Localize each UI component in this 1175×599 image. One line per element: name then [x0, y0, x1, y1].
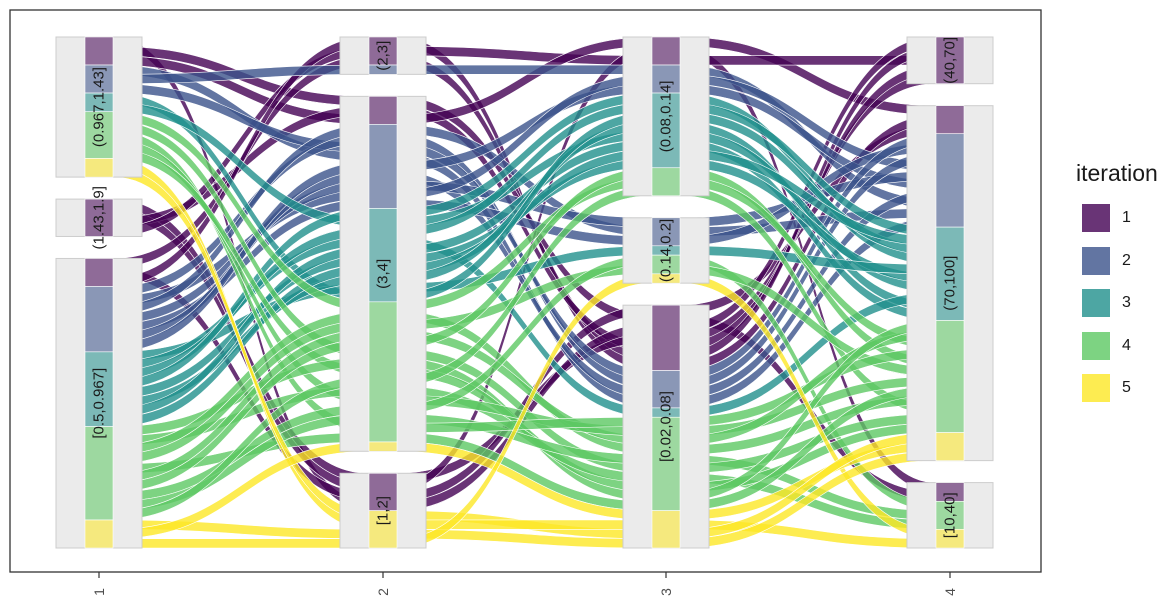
flow-ribbon	[396, 519, 653, 530]
legend-item: 4	[1076, 325, 1171, 368]
stratum-segment	[84, 286, 114, 353]
stratum-segment	[84, 36, 114, 66]
stratum-segment	[84, 519, 114, 549]
legend-item: 2	[1076, 240, 1171, 283]
legend-key-swatch	[1082, 374, 1110, 403]
stratum-label: (0.14,0.2]	[658, 219, 675, 282]
legend-item: 5	[1076, 367, 1171, 410]
stratum-segment	[651, 36, 681, 66]
legend: iteration 1 2 3 4 5	[1076, 160, 1171, 410]
stratum-label: (3,4]	[375, 259, 392, 289]
legend-label: 5	[1122, 379, 1131, 397]
stratum-label: [1,2]	[375, 496, 392, 525]
stratum-segment	[651, 273, 681, 284]
stratum-segment	[84, 158, 114, 178]
stratum-segment	[935, 432, 965, 461]
legend-item: 3	[1076, 282, 1171, 325]
stratum-segment	[84, 111, 114, 159]
legend-label: 1	[1122, 209, 1131, 227]
legend-title: iteration	[1076, 160, 1158, 186]
stratum-segment	[651, 510, 681, 549]
stratum-segment	[84, 351, 114, 427]
legend-label: 4	[1122, 336, 1131, 354]
legend-key-swatch	[1082, 246, 1110, 275]
legend-items: 1 2 3 4 5	[1076, 197, 1171, 410]
panel-border	[9, 9, 1042, 573]
stratum-segment	[368, 64, 398, 75]
stratum-segment	[935, 133, 965, 228]
stratum-label: [0.02,0.08]	[658, 391, 675, 462]
stratum-segment	[935, 36, 965, 85]
stratum-segment	[368, 510, 398, 549]
stratum-segment	[368, 301, 398, 443]
flow-ribbon	[112, 538, 370, 549]
stratum-segment	[651, 416, 681, 511]
stratum-segment	[935, 320, 965, 433]
x-tick-label: 4	[942, 588, 958, 596]
x-tick-label: 3	[658, 588, 674, 596]
stratum-label: [0.5,0.967]	[91, 368, 108, 439]
flows-layer	[112, 36, 937, 549]
flow-ribbon	[396, 64, 653, 75]
stratum-segment	[651, 64, 681, 94]
stratum-label: (0.08,0.14]	[658, 81, 675, 153]
stratum-label: (40,70]	[942, 37, 959, 84]
x-tick-label: 1	[91, 588, 107, 596]
legend-item: 1	[1076, 197, 1171, 240]
stratum-segment	[368, 36, 398, 66]
stratum-segment	[368, 441, 398, 452]
stratum-segment	[935, 529, 965, 549]
stratum-segment	[84, 64, 114, 94]
stratum-label: (0.967,1.43]	[91, 67, 108, 147]
stratum-segment	[651, 370, 681, 409]
legend-label: 2	[1122, 251, 1131, 269]
stratum-segment	[935, 500, 965, 530]
stratum-segment	[368, 96, 398, 125]
stratum-segment	[651, 304, 681, 371]
x-tick-label: 2	[375, 588, 391, 596]
stratum-segment	[651, 217, 681, 247]
stratum-label: (1.43,1.9]	[91, 186, 108, 249]
legend-key-swatch	[1082, 331, 1110, 360]
stratum-segment	[84, 198, 114, 237]
legend-key-swatch	[1082, 204, 1110, 233]
stratum-segment	[368, 124, 398, 209]
stratum-segment	[651, 167, 681, 197]
x-axis: 1 2 3 4	[91, 572, 958, 596]
stratum-label: (70,100]	[942, 256, 959, 311]
legend-label: 3	[1122, 294, 1131, 312]
stratum-segment	[935, 105, 965, 135]
stratum-segment	[368, 472, 398, 511]
stratum-segment	[84, 426, 114, 521]
stratum-segment	[84, 258, 114, 287]
strata-layer	[55, 36, 994, 549]
stratum-segment	[368, 208, 398, 303]
stratum-label: (2,3]	[375, 41, 392, 71]
legend-key-swatch	[1082, 289, 1110, 318]
stratum-labels-layer: (0.967,1.43] (1.43,1.9] [0.5,0.967] (2,3] (3…	[91, 37, 959, 538]
stratum-label: [10,40]	[942, 492, 959, 538]
